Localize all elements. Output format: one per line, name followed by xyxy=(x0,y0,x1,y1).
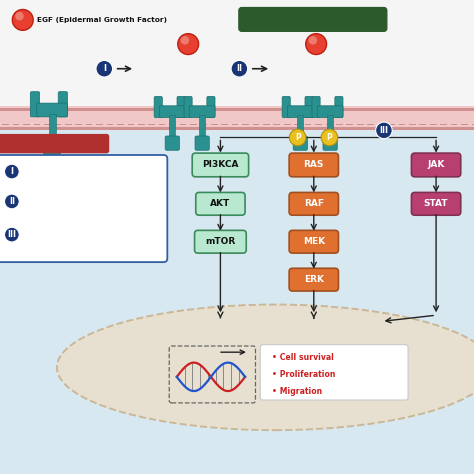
Text: I: I xyxy=(103,64,106,73)
Text: I: I xyxy=(10,167,13,176)
FancyBboxPatch shape xyxy=(293,136,308,150)
FancyBboxPatch shape xyxy=(195,230,246,253)
FancyBboxPatch shape xyxy=(289,192,338,215)
Bar xyxy=(0,130,474,474)
FancyBboxPatch shape xyxy=(154,96,162,118)
Text: mTOR: mTOR xyxy=(205,237,236,246)
Text: STAT: STAT xyxy=(424,200,448,208)
Circle shape xyxy=(12,9,33,30)
Text: Activation of EGFR downstream
signaling pathways: Activation of EGFR downstream signaling … xyxy=(24,229,125,240)
FancyBboxPatch shape xyxy=(177,96,185,118)
Text: II: II xyxy=(9,197,15,206)
Text: • Cell survival: • Cell survival xyxy=(272,354,334,362)
Text: MEK: MEK xyxy=(303,237,325,246)
Text: RAF: RAF xyxy=(304,200,324,208)
FancyBboxPatch shape xyxy=(323,136,337,150)
Circle shape xyxy=(375,122,392,138)
Circle shape xyxy=(231,60,247,77)
Circle shape xyxy=(181,36,189,45)
FancyBboxPatch shape xyxy=(317,106,343,118)
FancyBboxPatch shape xyxy=(0,155,167,262)
Circle shape xyxy=(309,36,317,45)
FancyBboxPatch shape xyxy=(189,106,215,118)
FancyBboxPatch shape xyxy=(184,96,192,118)
Bar xyxy=(49,114,55,142)
Bar xyxy=(0,0,474,130)
FancyBboxPatch shape xyxy=(44,140,61,157)
FancyBboxPatch shape xyxy=(335,96,343,118)
FancyBboxPatch shape xyxy=(260,345,408,400)
Circle shape xyxy=(96,60,113,77)
FancyBboxPatch shape xyxy=(192,153,248,177)
Text: Ligand binding and EGFR receptor
dimerization: Ligand binding and EGFR receptor dimeriz… xyxy=(24,166,134,177)
Circle shape xyxy=(306,34,327,55)
FancyBboxPatch shape xyxy=(159,106,185,118)
Circle shape xyxy=(15,12,24,20)
FancyBboxPatch shape xyxy=(305,96,313,118)
Circle shape xyxy=(178,34,199,55)
Bar xyxy=(297,115,303,138)
FancyBboxPatch shape xyxy=(289,230,338,253)
FancyBboxPatch shape xyxy=(411,192,461,215)
FancyBboxPatch shape xyxy=(287,106,313,118)
Text: Active EGFR dimer: Active EGFR dimer xyxy=(269,15,357,24)
Text: II: II xyxy=(237,64,242,73)
Circle shape xyxy=(5,194,19,209)
FancyBboxPatch shape xyxy=(30,91,40,117)
FancyBboxPatch shape xyxy=(289,153,338,177)
FancyBboxPatch shape xyxy=(195,136,210,150)
FancyBboxPatch shape xyxy=(165,136,180,150)
FancyBboxPatch shape xyxy=(312,96,320,118)
FancyBboxPatch shape xyxy=(411,153,461,177)
FancyBboxPatch shape xyxy=(37,103,67,117)
FancyBboxPatch shape xyxy=(196,192,245,215)
FancyBboxPatch shape xyxy=(282,96,290,118)
Circle shape xyxy=(5,227,19,242)
FancyBboxPatch shape xyxy=(289,268,338,291)
Bar xyxy=(0,127,474,130)
FancyBboxPatch shape xyxy=(0,135,109,153)
FancyBboxPatch shape xyxy=(207,96,215,118)
Bar xyxy=(327,115,333,138)
Text: RAS: RAS xyxy=(304,161,324,169)
Text: • Proliferation: • Proliferation xyxy=(272,370,335,379)
Circle shape xyxy=(5,164,19,179)
Text: III: III xyxy=(380,126,388,135)
Text: III: III xyxy=(8,230,16,239)
Bar xyxy=(0,106,474,130)
Text: EGFR receptor
auto-phosphorylation: EGFR receptor auto-phosphorylation xyxy=(24,196,93,207)
Bar xyxy=(199,115,205,138)
Text: ERK: ERK xyxy=(304,275,324,284)
Text: JAK: JAK xyxy=(428,161,445,169)
Text: • Migration: • Migration xyxy=(272,387,322,395)
Circle shape xyxy=(321,129,338,146)
Bar xyxy=(0,108,474,111)
Text: AKT: AKT xyxy=(210,200,230,208)
Ellipse shape xyxy=(57,304,474,430)
Text: EGF (Epidermal Growth Factor): EGF (Epidermal Growth Factor) xyxy=(37,17,167,23)
Text: ve EGFR monomer: ve EGFR monomer xyxy=(13,139,91,148)
Text: P: P xyxy=(327,133,332,142)
Circle shape xyxy=(289,129,306,146)
FancyBboxPatch shape xyxy=(58,91,67,117)
Text: P: P xyxy=(295,133,301,142)
Bar xyxy=(169,115,175,138)
Text: PI3KCA: PI3KCA xyxy=(202,161,239,169)
FancyBboxPatch shape xyxy=(239,8,387,31)
